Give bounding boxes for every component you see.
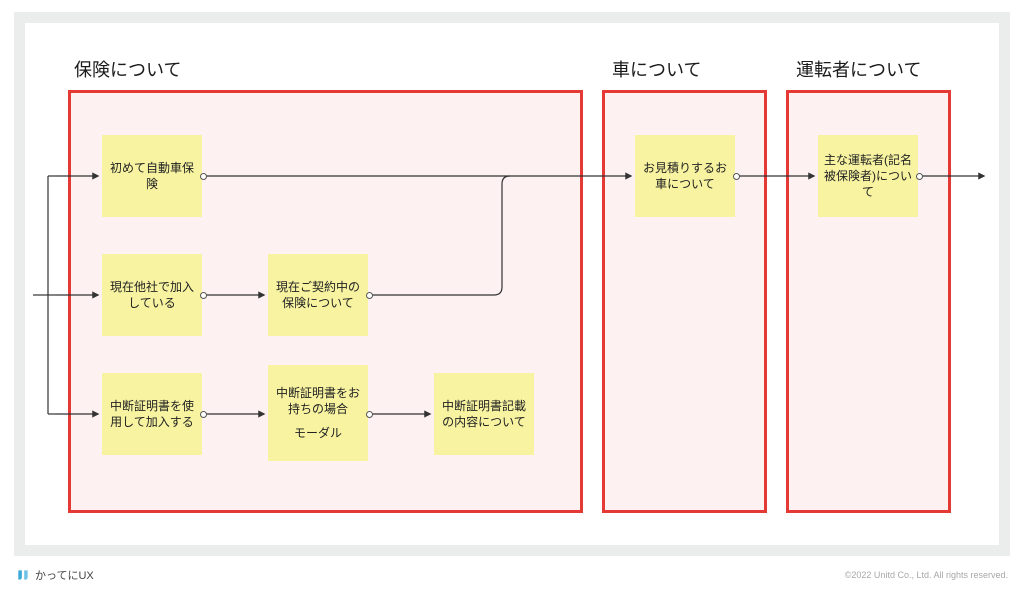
- brand: かってにUX: [16, 567, 94, 583]
- note-first-time-insurance: 初めて自動車保 険: [102, 135, 202, 217]
- note-line: している: [128, 295, 176, 311]
- note-current-contract: 現在ご契約中の 保険について: [268, 254, 368, 336]
- port-icon: [366, 411, 373, 418]
- brand-text: かってにUX: [35, 567, 94, 583]
- note-line: て: [862, 184, 874, 200]
- port-icon: [200, 292, 207, 299]
- note-line: 中断証明書をお: [276, 385, 360, 401]
- note-line: 車について: [655, 176, 715, 192]
- port-icon: [916, 173, 923, 180]
- port-icon: [733, 173, 740, 180]
- note-main-driver: 主な運転者(記名 被保険者)につい て: [818, 135, 918, 217]
- note-other-company: 現在他社で加入 している: [102, 254, 202, 336]
- port-icon: [200, 411, 207, 418]
- footer: かってにUX ©2022 Unitd Co., Ltd. All rights …: [0, 565, 1024, 589]
- note-line: 中断証明書記載: [442, 398, 526, 414]
- port-icon: [200, 173, 207, 180]
- note-line: 持ちの場合: [288, 401, 348, 417]
- copyright: ©2022 Unitd Co., Ltd. All rights reserve…: [845, 570, 1008, 580]
- note-suspension-modal: 中断証明書をお 持ちの場合 モーダル: [268, 365, 368, 461]
- note-line: 現在他社で加入: [110, 279, 194, 295]
- note-car-estimate: お見積りするお 車について: [635, 135, 735, 217]
- brand-logo-icon: [16, 568, 30, 582]
- note-line: モーダル: [294, 425, 342, 441]
- note-line: 現在ご契約中の: [276, 279, 360, 295]
- note-suspension-cert: 中断証明書を使 用して加入する: [102, 373, 202, 455]
- note-line: お見積りするお: [643, 160, 727, 176]
- note-line: の内容について: [442, 414, 526, 430]
- note-line: 中断証明書を使: [110, 398, 194, 414]
- page: 保険について 車について 運転者について: [0, 0, 1024, 589]
- note-line: 主な運転者(記名: [824, 152, 912, 168]
- note-line: 用して加入する: [110, 414, 194, 430]
- section-title-insurance: 保険について: [74, 56, 181, 82]
- note-line: 保険について: [282, 295, 354, 311]
- note-line: 被保険者)につい: [824, 168, 912, 184]
- note-suspension-contents: 中断証明書記載 の内容について: [434, 373, 534, 455]
- note-line: 初めて自動車保: [110, 160, 194, 176]
- port-icon: [366, 292, 373, 299]
- section-title-car: 車について: [612, 56, 701, 82]
- section-title-driver: 運転者について: [796, 56, 921, 82]
- note-line: 険: [146, 176, 158, 192]
